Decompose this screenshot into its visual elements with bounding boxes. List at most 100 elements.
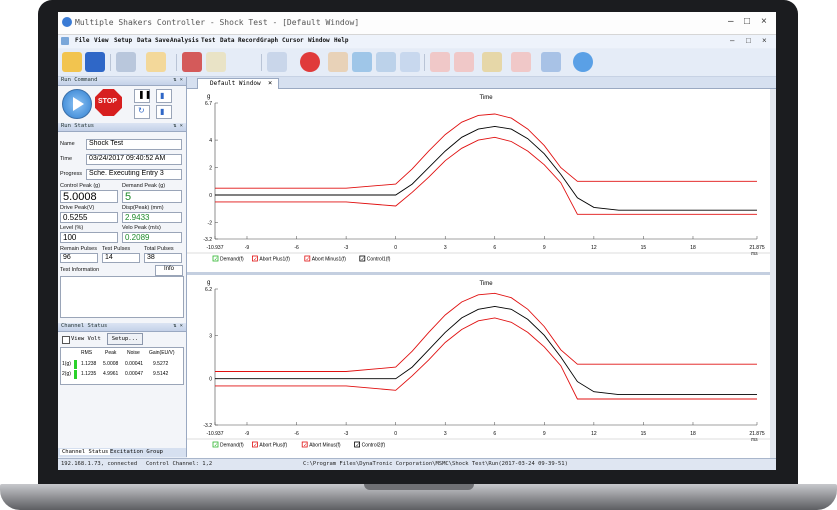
app-window: Multiple Shakers Controller - Shock Test… — [58, 12, 776, 470]
pane-pin-icon[interactable]: ⇅ × — [173, 123, 183, 129]
play-button[interactable] — [62, 89, 92, 119]
menu-view[interactable]: View — [94, 37, 109, 44]
progress-label: Progress — [60, 171, 83, 177]
window-title: Multiple Shakers Controller - Shock Test… — [75, 18, 360, 27]
open-icon[interactable] — [62, 52, 82, 72]
legend-check-icon: ✓ — [253, 443, 257, 449]
mdi-close-icon[interactable]: × — [762, 36, 767, 45]
progress-field: Sche. Executing Entry 3 — [86, 169, 182, 180]
series-line-abort-plus-f- — [215, 292, 757, 372]
toolbar-separator — [424, 54, 425, 71]
channel-setup-button[interactable]: Setup... — [107, 333, 143, 345]
bar-chart2-icon: ▮ — [160, 107, 165, 116]
table-row[interactable]: 1(g) 1.1238 5.0008 0.00041 9.5272 — [61, 360, 181, 369]
menu-data-record[interactable]: Data Record — [220, 37, 260, 44]
menu-data-save[interactable]: Data Save — [137, 37, 170, 44]
status-connection: 192.168.1.73, connected — [61, 461, 138, 467]
hardware-icon[interactable] — [116, 52, 136, 72]
chart-title: Time — [479, 95, 493, 101]
control-peak-label: Control Peak (g) — [60, 183, 101, 189]
chart-2[interactable]: Time g ms 6.2 3 0 -3.2 -10.937 -9 -6 -3 0 3 6 9 12 15 18 2… — [187, 275, 770, 458]
chat-icon[interactable] — [573, 52, 593, 72]
stop-record-icon[interactable] — [300, 52, 320, 72]
tab-default-window[interactable]: Default Window × — [197, 78, 279, 89]
refresh-icon: ↻ — [138, 106, 145, 115]
pane-pin-icon[interactable]: ⇅ × — [173, 77, 183, 83]
menu-file[interactable]: File — [75, 37, 90, 44]
flag-icon[interactable] — [541, 52, 561, 72]
vertical-scrollbar[interactable] — [770, 89, 776, 458]
series-line-abort-minus-f- — [215, 317, 757, 400]
menu-help[interactable]: Help — [334, 37, 349, 44]
pause-icon: ❚❚ — [138, 90, 152, 99]
bar-chart-button[interactable]: ▮ — [156, 89, 172, 103]
menu-graph[interactable]: Graph — [260, 37, 279, 44]
x-tick-label: 18 — [690, 245, 696, 251]
menu-bar: File View Setup Data Save Analysis Test … — [58, 35, 776, 48]
legend-swatch[interactable] — [252, 441, 258, 448]
stop-label: STOP — [98, 98, 117, 105]
menu-test[interactable]: Test — [201, 37, 216, 44]
chart3-icon[interactable] — [454, 52, 474, 72]
y-axis-label: g — [207, 280, 210, 286]
legend-swatch[interactable] — [304, 255, 311, 262]
chart-icon[interactable] — [400, 52, 420, 72]
tab-excitation-group[interactable]: Excitation Group — [110, 449, 163, 455]
menu-cursor[interactable]: Cursor — [282, 37, 304, 44]
stop-button[interactable]: STOP — [95, 89, 122, 116]
chart-splitter[interactable] — [187, 272, 770, 275]
chart-1[interactable]: Time g ms 6.7 4 2 0 -2 -3.2 -10.937 -9 -6 -3 0 3 6 9 12 15… — [187, 89, 770, 272]
row-noise: 0.00047 — [125, 371, 144, 377]
menu-window[interactable]: Window — [308, 37, 330, 44]
table-row[interactable]: 2(g) 1.1235 4.9961 0.00047 9.5142 — [61, 370, 181, 379]
legend-swatch[interactable] — [252, 255, 258, 262]
tab-close-icon[interactable]: × — [268, 79, 273, 87]
run-command-header: Run Command ⇅ × — [58, 77, 186, 86]
legend-swatch[interactable] — [212, 441, 219, 448]
level-label: Level (%) — [60, 225, 84, 231]
doc-icon — [61, 37, 69, 45]
x-tick-label: 3 — [444, 245, 447, 251]
menu-setup[interactable]: Setup — [114, 37, 133, 44]
close-icon[interactable]: × — [761, 16, 767, 27]
zoom-in-icon[interactable] — [352, 52, 372, 72]
edit-icon[interactable] — [206, 52, 226, 72]
legend-swatch[interactable] — [359, 255, 366, 262]
chart-title: Time — [479, 281, 493, 287]
run-status-title: Run Status — [61, 123, 95, 129]
waveform-icon[interactable] — [267, 52, 287, 72]
legend-swatch[interactable] — [301, 441, 308, 448]
maximize-icon[interactable]: □ — [744, 16, 751, 27]
mdi-restore-icon[interactable]: □ — [746, 36, 751, 45]
document-tabstrip: Default Window × — [187, 77, 776, 89]
mdi-minimize-icon[interactable]: – — [730, 36, 735, 45]
x-tick-label: 12 — [591, 431, 597, 437]
save-icon[interactable] — [85, 52, 105, 72]
tab-channel-status[interactable]: Channel Status — [60, 449, 111, 455]
control-peak-value: 5.0008 — [60, 190, 118, 203]
legend-swatch[interactable] — [212, 255, 219, 262]
bar-chart2-button[interactable]: ▮ — [156, 105, 172, 119]
x-tick-label: 6 — [493, 431, 496, 437]
remain-pulses-value: 96 — [60, 253, 98, 263]
cursor-icon[interactable] — [482, 52, 502, 72]
chart4-icon[interactable] — [511, 52, 531, 72]
y-tick-label: 6.7 — [205, 101, 212, 107]
hand-icon[interactable] — [328, 52, 348, 72]
menu-analysis[interactable]: Analysis — [170, 37, 199, 44]
info-button[interactable]: Info — [155, 265, 183, 276]
x-tick-label: 18 — [690, 431, 696, 437]
view-volt-checkbox[interactable] — [62, 336, 70, 344]
pause-button[interactable]: ❚❚ — [134, 89, 152, 103]
x-tick-label: -3 — [344, 431, 349, 437]
x-axis-label: ms — [751, 437, 758, 443]
minimize-icon[interactable]: – — [728, 16, 734, 27]
chart2-icon[interactable] — [430, 52, 450, 72]
disp-peak-value: 2.9433 — [122, 212, 182, 223]
legend-swatch[interactable] — [354, 441, 361, 448]
report-icon[interactable] — [146, 52, 166, 72]
pane-pin-icon[interactable]: ⇅ × — [173, 323, 183, 329]
test-setup-icon[interactable] — [182, 52, 202, 72]
refresh-button[interactable]: ↻ — [134, 105, 150, 119]
zoom-fit-icon[interactable] — [376, 52, 396, 72]
